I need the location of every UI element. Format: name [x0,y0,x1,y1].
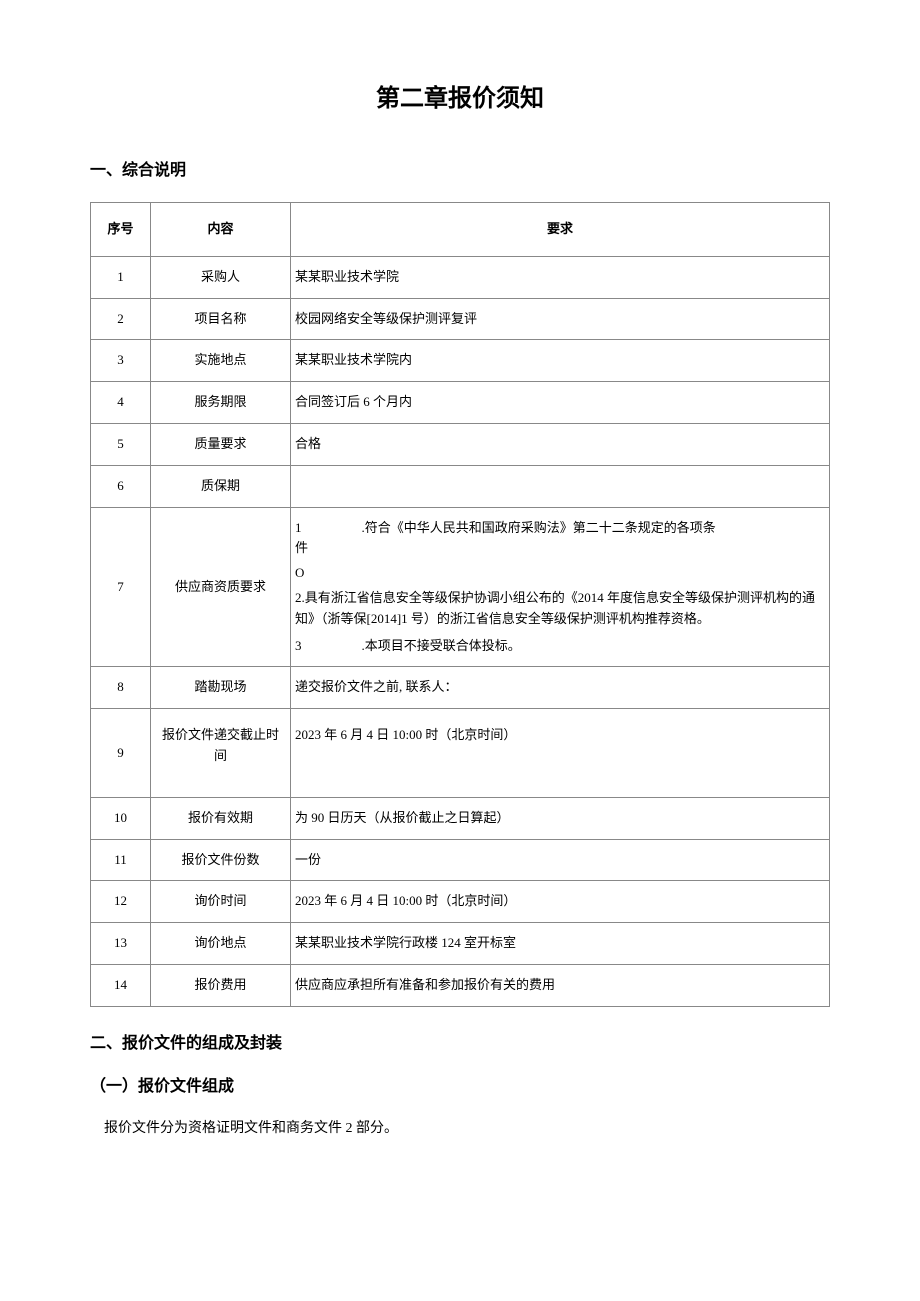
table-row: 11 报价文件份数 一份 [91,839,830,881]
cell-req: 1 .符合《中华人民共和国政府采购法》第二十二条规定的各项条 件 O 2.具有浙… [291,507,830,667]
cell-seq: 14 [91,964,151,1006]
table-row: 14 报价费用 供应商应承担所有准备和参加报价有关的费用 [91,964,830,1006]
cell-content: 采购人 [151,256,291,298]
table-row: 8 踏勘现场 递交报价文件之前, 联系人： [91,667,830,709]
req-item-2: 2.具有浙江省信息安全等级保护协调小组公布的《2014 年度信息安全等级保护测评… [295,588,825,630]
req-item-3-num: 3 [295,636,362,657]
cell-req: 校园网络安全等级保护测评复评 [291,298,830,340]
section-2-heading: 二、报价文件的组成及封装 [90,1031,830,1057]
cell-content: 项目名称 [151,298,291,340]
cell-seq: 3 [91,340,151,382]
table-header-row: 序号 内容 要求 [91,202,830,256]
cell-req: 合格 [291,423,830,465]
cell-content: 踏勘现场 [151,667,291,709]
req-item-1-num: 1 [295,518,362,539]
cell-content: 报价文件份数 [151,839,291,881]
cell-content: 报价文件递交截止时间 [151,709,291,798]
table-row: 3 实施地点 某某职业技术学院内 [91,340,830,382]
cell-seq: 2 [91,298,151,340]
cell-seq: 12 [91,881,151,923]
cell-req: 2023 年 6 月 4 日 10:00 时（北京时间） [291,881,830,923]
table-row: 9 报价文件递交截止时间 2023 年 6 月 4 日 10:00 时（北京时间… [91,709,830,798]
cell-seq: 9 [91,709,151,798]
req-item-1-circle: O [295,563,825,584]
table-row: 1 采购人 某某职业技术学院 [91,256,830,298]
table-row: 12 询价时间 2023 年 6 月 4 日 10:00 时（北京时间） [91,881,830,923]
cell-seq: 8 [91,667,151,709]
req-item-1: 1 .符合《中华人民共和国政府采购法》第二十二条规定的各项条 [295,518,825,539]
section-2-sub-1: （一）报价文件组成 [90,1074,830,1100]
cell-req: 某某职业技术学院行政楼 124 室开标室 [291,923,830,965]
cell-req: 一份 [291,839,830,881]
cell-seq: 13 [91,923,151,965]
cell-content: 质量要求 [151,423,291,465]
cell-req: 供应商应承担所有准备和参加报价有关的费用 [291,964,830,1006]
cell-req: 为 90 日历天（从报价截止之日算起） [291,797,830,839]
cell-seq: 1 [91,256,151,298]
header-content: 内容 [151,202,291,256]
cell-content: 实施地点 [151,340,291,382]
cell-seq: 10 [91,797,151,839]
cell-content: 质保期 [151,465,291,507]
table-row: 13 询价地点 某某职业技术学院行政楼 124 室开标室 [91,923,830,965]
cell-seq: 6 [91,465,151,507]
cell-req [291,465,830,507]
table-row: 2 项目名称 校园网络安全等级保护测评复评 [91,298,830,340]
table-row: 10 报价有效期 为 90 日历天（从报价截止之日算起） [91,797,830,839]
page-title: 第二章报价须知 [90,80,830,118]
section-1-heading: 一、综合说明 [90,158,830,184]
cell-req: 2023 年 6 月 4 日 10:00 时（北京时间） [291,709,830,798]
req-item-3-text: .本项目不接受联合体投标。 [362,636,521,657]
table-row: 7 供应商资质要求 1 .符合《中华人民共和国政府采购法》第二十二条规定的各项条… [91,507,830,667]
req-item-1-line2: 件 [295,538,825,559]
header-req: 要求 [291,202,830,256]
cell-req: 递交报价文件之前, 联系人： [291,667,830,709]
cell-content: 供应商资质要求 [151,507,291,667]
header-seq: 序号 [91,202,151,256]
cell-content: 询价时间 [151,881,291,923]
cell-content: 询价地点 [151,923,291,965]
req-item-1-text: .符合《中华人民共和国政府采购法》第二十二条规定的各项条 [362,518,716,539]
cell-req: 某某职业技术学院 [291,256,830,298]
cell-req: 某某职业技术学院内 [291,340,830,382]
cell-seq: 7 [91,507,151,667]
cell-seq: 4 [91,382,151,424]
table-row: 5 质量要求 合格 [91,423,830,465]
cell-content: 报价有效期 [151,797,291,839]
cell-content: 服务期限 [151,382,291,424]
cell-seq: 11 [91,839,151,881]
req-item-3: 3 .本项目不接受联合体投标。 [295,636,825,657]
table-row: 4 服务期限 合同签订后 6 个月内 [91,382,830,424]
table-row: 6 质保期 [91,465,830,507]
cell-content: 报价费用 [151,964,291,1006]
cell-seq: 5 [91,423,151,465]
section-2-text-1: 报价文件分为资格证明文件和商务文件 2 部分。 [90,1118,830,1140]
cell-req: 合同签订后 6 个月内 [291,382,830,424]
overview-table: 序号 内容 要求 1 采购人 某某职业技术学院 2 项目名称 校园网络安全等级保… [90,202,830,1007]
